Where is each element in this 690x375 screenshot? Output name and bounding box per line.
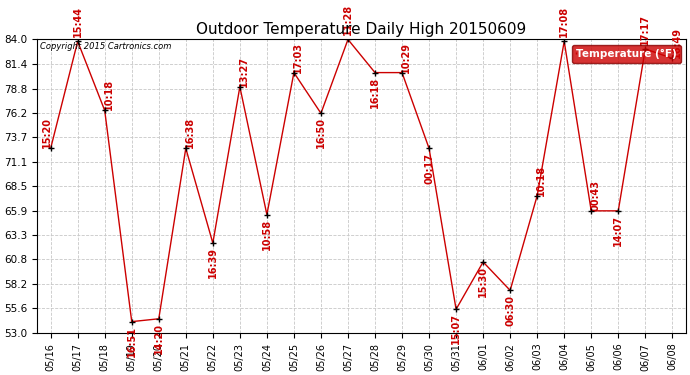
Text: 15:44: 15:44 — [72, 6, 83, 37]
Text: 10:58: 10:58 — [262, 219, 272, 250]
Text: 10:18: 10:18 — [536, 165, 546, 196]
Text: 16:51: 16:51 — [127, 326, 137, 357]
Text: Copyright 2015 Cartronics.com: Copyright 2015 Cartronics.com — [41, 42, 172, 51]
Text: 00:17: 00:17 — [424, 153, 434, 183]
Text: 16:49: 16:49 — [671, 27, 682, 58]
Text: 16:18: 16:18 — [370, 77, 380, 108]
Text: 15:30: 15:30 — [478, 266, 488, 297]
Text: 17:08: 17:08 — [559, 6, 569, 37]
Text: 15:07: 15:07 — [451, 314, 461, 345]
Text: 14:20: 14:20 — [154, 323, 164, 354]
Legend: Temperature (°F): Temperature (°F) — [571, 45, 680, 63]
Text: 17:03: 17:03 — [293, 42, 303, 73]
Text: 00:43: 00:43 — [591, 180, 600, 211]
Title: Outdoor Temperature Daily High 20150609: Outdoor Temperature Daily High 20150609 — [197, 22, 526, 37]
Text: 17:17: 17:17 — [640, 14, 650, 45]
Text: 11:28: 11:28 — [343, 4, 353, 35]
Text: 13:27: 13:27 — [239, 56, 249, 87]
Text: 14:07: 14:07 — [613, 215, 623, 246]
Text: 10:18: 10:18 — [104, 80, 114, 111]
Text: 16:39: 16:39 — [208, 247, 218, 278]
Text: 16:38: 16:38 — [185, 117, 195, 148]
Text: 15:20: 15:20 — [41, 117, 52, 148]
Text: 10:29: 10:29 — [401, 42, 411, 73]
Text: 06:30: 06:30 — [505, 294, 515, 326]
Text: 16:50: 16:50 — [316, 117, 326, 148]
